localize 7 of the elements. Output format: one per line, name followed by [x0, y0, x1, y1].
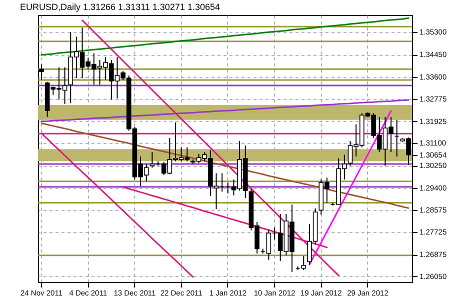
- line-series: [40, 122, 410, 209]
- line-series: [82, 20, 340, 276]
- line-series: [40, 132, 194, 278]
- line-series: [308, 110, 392, 266]
- line-series: [40, 17, 410, 56]
- chart-title: EURUSD,Daily 1.31266 1.31311 1.30271 1.30654: [20, 2, 220, 12]
- line-series: [40, 99, 410, 122]
